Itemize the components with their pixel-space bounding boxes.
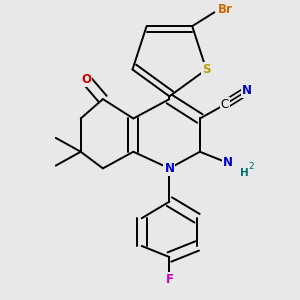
Text: F: F <box>165 273 173 286</box>
Text: S: S <box>202 63 211 76</box>
Text: N: N <box>242 84 252 97</box>
Text: 2: 2 <box>248 163 254 172</box>
Text: N: N <box>223 156 232 169</box>
Text: C: C <box>221 98 229 111</box>
Text: O: O <box>81 73 91 86</box>
Text: N: N <box>164 162 174 175</box>
Text: H: H <box>240 168 249 178</box>
Text: Br: Br <box>218 3 233 16</box>
